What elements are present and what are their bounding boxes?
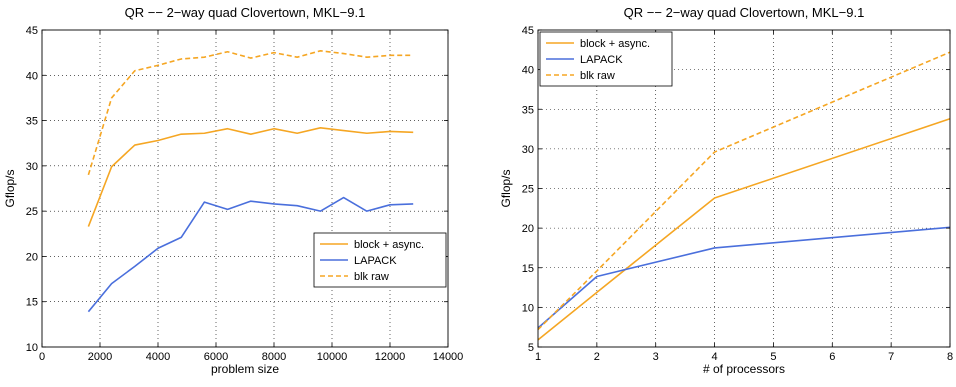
- series-line-blk-raw: [87, 50, 414, 176]
- x-tick-label: 4000: [146, 351, 170, 363]
- x-tick-label: 6: [829, 351, 835, 363]
- chart-left: 0 2000 4000 6000 8000 10000 12000 14000 10 15 20 25…: [3, 5, 463, 376]
- x-tick-label: 14000: [433, 351, 464, 363]
- x-axis-label: problem size: [211, 362, 279, 376]
- y-tick-label: 35: [26, 116, 38, 128]
- x-tick-label: 8000: [262, 351, 286, 363]
- y-tick-label: 40: [26, 70, 38, 82]
- legend-label: LAPACK: [580, 54, 623, 66]
- y-tick-label: 35: [522, 104, 534, 116]
- y-axis-label: Gflop/s: [499, 169, 513, 207]
- y-tick-label: 25: [26, 206, 38, 218]
- y-tick-label: 15: [522, 263, 534, 275]
- series-line-lapack: [87, 196, 414, 313]
- x-tick-label: 4: [712, 351, 718, 363]
- chart-title: QR −− 2−way quad Clovertown, MKL−9.1: [125, 5, 366, 20]
- y-tick-label: 20: [26, 251, 38, 263]
- x-tick-label: 10000: [317, 351, 348, 363]
- legend-label: block + async.: [580, 38, 650, 50]
- y-tick-label: 10: [26, 342, 38, 354]
- legend-label: blk raw: [354, 271, 389, 283]
- y-tick-label: 25: [522, 184, 534, 196]
- x-tick-label: 2000: [88, 351, 112, 363]
- x-tick-label: 6000: [204, 351, 228, 363]
- y-tick-label: 20: [522, 223, 534, 235]
- x-tick-label: 3: [653, 351, 659, 363]
- series-line-block-async-: [537, 118, 951, 341]
- y-tick-label: 15: [26, 297, 38, 309]
- legend-label: LAPACK: [354, 255, 397, 267]
- x-tick-label: 1: [535, 351, 541, 363]
- y-tick-label: 30: [522, 144, 534, 156]
- plot-area: [42, 30, 448, 347]
- series-line-lapack: [537, 226, 951, 329]
- x-axis-label: # of processors: [703, 362, 785, 376]
- chart-title: QR −− 2−way quad Clovertown, MKL−9.1: [624, 5, 865, 20]
- x-tick-label: 0: [39, 351, 45, 363]
- x-tick-label: 12000: [375, 351, 406, 363]
- series-line-block-async-: [87, 127, 414, 227]
- legend-label: blk raw: [580, 70, 615, 82]
- y-tick-label: 5: [528, 342, 534, 354]
- y-tick-label: 45: [26, 25, 38, 37]
- y-tick-label: 40: [522, 65, 534, 77]
- y-axis-label: Gflop/s: [3, 169, 17, 207]
- y-tick-label: 10: [522, 302, 534, 314]
- series-line-blk-raw: [537, 51, 951, 331]
- legend: block + async. LAPACK blk raw: [313, 232, 447, 288]
- x-tick-label: 7: [888, 351, 894, 363]
- axes-frame: [41, 29, 449, 348]
- legend: block + async. LAPACK blk raw: [539, 31, 673, 87]
- y-tick-label: 30: [26, 161, 38, 173]
- x-tick-label: 8: [947, 351, 953, 363]
- x-tick-label: 2: [594, 351, 600, 363]
- x-tick-label: 5: [770, 351, 776, 363]
- legend-label: block + async.: [354, 239, 424, 251]
- y-tick-label: 45: [522, 25, 534, 37]
